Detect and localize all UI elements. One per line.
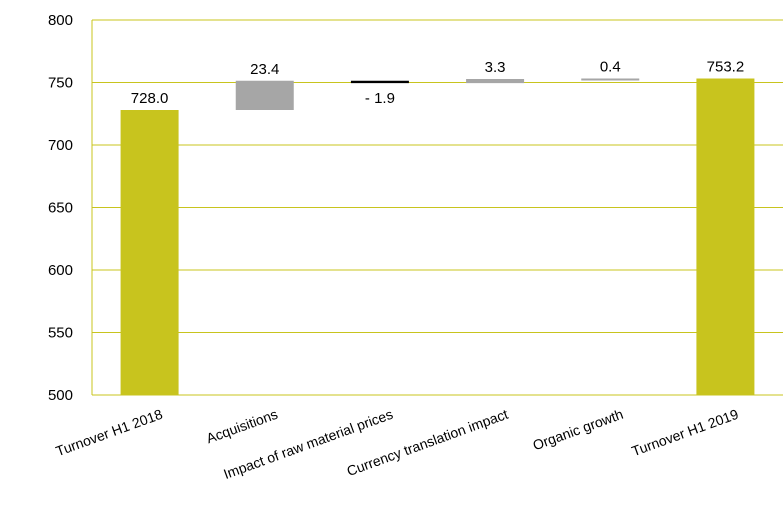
x-category-label: Organic growth <box>531 406 626 454</box>
bar <box>120 110 179 395</box>
y-tick-label: 800 <box>48 12 73 29</box>
y-tick-label: 500 <box>48 387 73 404</box>
bar <box>581 78 640 81</box>
bar <box>466 79 525 84</box>
bar <box>235 80 294 110</box>
data-label: 753.2 <box>707 59 745 76</box>
y-tick-label: 550 <box>48 325 73 342</box>
x-category-label: Acquisitions <box>204 406 280 447</box>
x-category-label: Turnover H1 2019 <box>629 406 740 460</box>
bar <box>696 78 755 395</box>
y-axis-tick-labels: 500 550 600 650 700 750 800 <box>48 12 73 404</box>
bars <box>120 78 755 395</box>
data-labels: 728.0 23.4 - 1.9 3.3 0.4 753.2 <box>131 59 744 108</box>
data-label: 728.0 <box>131 90 169 107</box>
bar <box>350 80 409 84</box>
x-category-label: Turnover H1 2018 <box>54 406 165 460</box>
y-tick-label: 700 <box>48 137 73 154</box>
y-tick-label: 750 <box>48 75 73 92</box>
gridlines <box>91 19 783 396</box>
y-tick-label: 650 <box>48 200 73 217</box>
y-tick-label: 600 <box>48 262 73 279</box>
data-label: - 1.9 <box>365 90 395 107</box>
data-label: 23.4 <box>250 61 279 78</box>
data-label: 0.4 <box>600 59 621 76</box>
data-label: 3.3 <box>485 59 506 76</box>
